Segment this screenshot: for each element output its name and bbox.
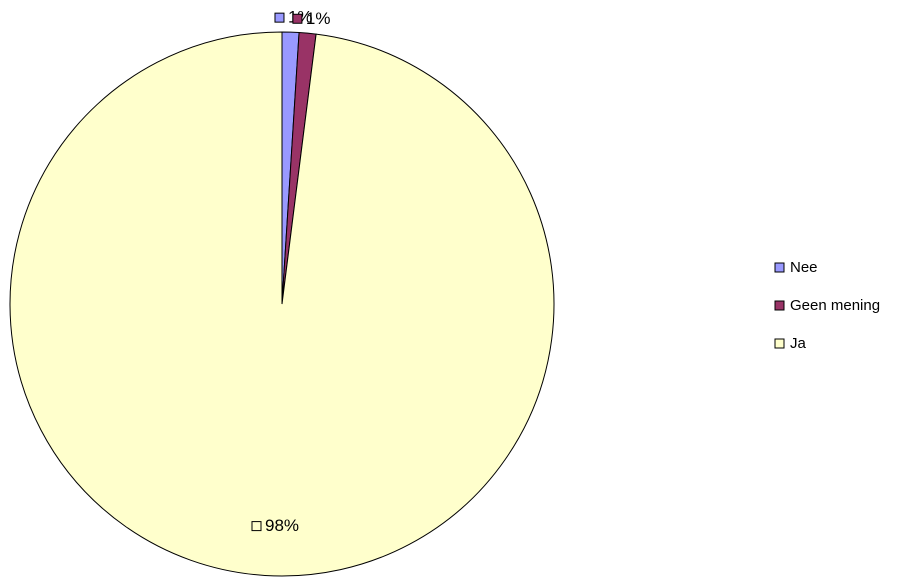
legend-key [774,300,785,311]
pie-slice [9,31,555,577]
data-label: 98% [265,516,299,535]
legend-key [774,262,785,273]
legend-label: Ja [790,335,807,352]
label-key [292,13,303,24]
legend-label: Nee [790,259,818,276]
legend-key [774,338,785,349]
legend-label: Geen mening [790,297,880,314]
label-key [274,12,285,23]
label-key [251,521,262,532]
data-label: 1% [306,9,331,28]
